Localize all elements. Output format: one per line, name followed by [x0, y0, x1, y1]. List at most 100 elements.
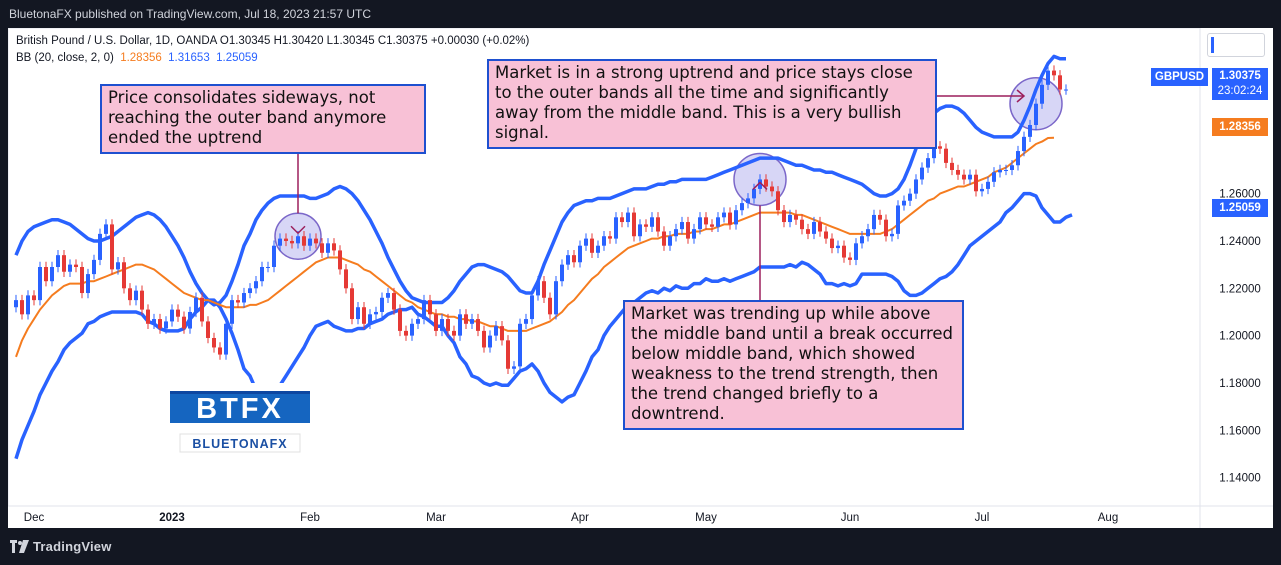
- publisher-text: BluetonaFX published on TradingView.com,…: [9, 7, 372, 21]
- candle: [824, 226, 828, 244]
- candle: [182, 311, 186, 334]
- candle: [158, 313, 162, 334]
- candle: [326, 238, 330, 259]
- candle: [398, 304, 402, 337]
- candle: [944, 143, 948, 169]
- candle: [32, 290, 36, 306]
- candle: [884, 214, 888, 242]
- price-tick-label: 1.14000: [1219, 473, 1261, 485]
- candle: [98, 228, 102, 266]
- candle: [806, 223, 810, 240]
- candle: [914, 174, 918, 199]
- candle: [1022, 131, 1026, 157]
- candle: [128, 283, 132, 306]
- candle: [860, 231, 864, 249]
- time-tick-label: May: [695, 512, 717, 524]
- candle: [644, 219, 648, 232]
- candle: [536, 275, 540, 301]
- candle: [602, 231, 606, 251]
- bb-basis-value: 1.28356: [120, 52, 162, 64]
- candle: [878, 209, 882, 225]
- candle: [164, 316, 168, 334]
- candle: [260, 261, 264, 287]
- candle: [1064, 84, 1068, 95]
- candle: [728, 207, 732, 230]
- candle: [986, 176, 990, 195]
- candle: [176, 304, 180, 322]
- candle: [524, 313, 528, 329]
- candle: [380, 292, 384, 318]
- candle: [104, 219, 108, 240]
- candle: [272, 240, 276, 273]
- candle: [62, 249, 66, 277]
- candle: [518, 318, 522, 372]
- last-price-value: 1.30375: [1219, 70, 1261, 82]
- candle: [578, 240, 582, 268]
- candle: [896, 200, 900, 240]
- candle: [338, 245, 342, 275]
- candle: [236, 294, 240, 308]
- candle: [452, 325, 456, 341]
- candle: [302, 231, 306, 251]
- candle: [710, 219, 714, 232]
- candle: [668, 231, 672, 251]
- candle: [68, 259, 72, 277]
- candle: [782, 205, 786, 228]
- time-tick-label: Apr: [571, 512, 589, 524]
- scale-indicator-icon: [1211, 37, 1214, 53]
- scale-button[interactable]: [1207, 33, 1265, 57]
- basis-line: [15, 136, 1055, 358]
- candle: [788, 209, 792, 228]
- chart-frame: 1.26000 1.24000 1.22000 1.20000 1.18000 1.160…: [8, 28, 1273, 528]
- candle: [284, 233, 288, 247]
- arrow-consolidation-icon: [290, 225, 306, 235]
- candle: [200, 292, 204, 327]
- candle: [776, 186, 780, 216]
- price-tick-label: 1.22000: [1219, 283, 1261, 295]
- candle: [122, 257, 126, 294]
- candle: [266, 261, 270, 273]
- bb-upper-value: 1.31653: [168, 52, 210, 64]
- candle: [356, 302, 360, 325]
- candle: [1058, 70, 1062, 95]
- candle: [1046, 65, 1050, 90]
- candle: [548, 292, 552, 320]
- time-axis: Dec 2023 Feb Mar Apr May Jun Jul Aug: [8, 505, 1273, 524]
- price-tick-label: 1.16000: [1219, 425, 1261, 437]
- annotation-middle-band-break: Market was trending up while above the m…: [623, 300, 964, 430]
- candle: [740, 197, 744, 216]
- symbol-tag: GBPUSD: [1151, 68, 1208, 86]
- candle: [962, 169, 966, 185]
- candle: [116, 257, 120, 275]
- annotation-consolidation: Price consolidates sideways, not reachin…: [100, 84, 426, 154]
- candle: [980, 183, 984, 197]
- candle: [716, 212, 720, 232]
- candle: [410, 318, 414, 341]
- symbol-legend: British Pound / U.S. Dollar, 1D, OANDA O…: [16, 35, 530, 47]
- candle: [464, 309, 468, 329]
- upper-band-line: [14, 54, 1066, 307]
- time-tick-label: Dec: [24, 512, 45, 524]
- candle: [752, 183, 756, 204]
- candle: [1016, 145, 1020, 171]
- candle: [278, 233, 282, 251]
- candle: [428, 294, 432, 320]
- candle: [134, 285, 138, 306]
- candle: [446, 313, 450, 337]
- candle: [248, 283, 252, 299]
- btfx-logo-graphic: BTFX BLUETONAFX: [170, 391, 310, 453]
- candle: [608, 231, 612, 244]
- candle: [794, 209, 798, 225]
- candle: [872, 209, 876, 235]
- candle: [230, 294, 234, 329]
- candle: [566, 249, 570, 270]
- candle: [488, 330, 492, 353]
- price-tick-label: 1.20000: [1219, 331, 1261, 343]
- candle: [152, 313, 156, 329]
- candle: [680, 216, 684, 235]
- candle: [572, 249, 576, 268]
- candle: [620, 212, 624, 228]
- price-tick-label: 1.24000: [1219, 236, 1261, 248]
- candle: [596, 240, 600, 259]
- candle: [14, 294, 18, 313]
